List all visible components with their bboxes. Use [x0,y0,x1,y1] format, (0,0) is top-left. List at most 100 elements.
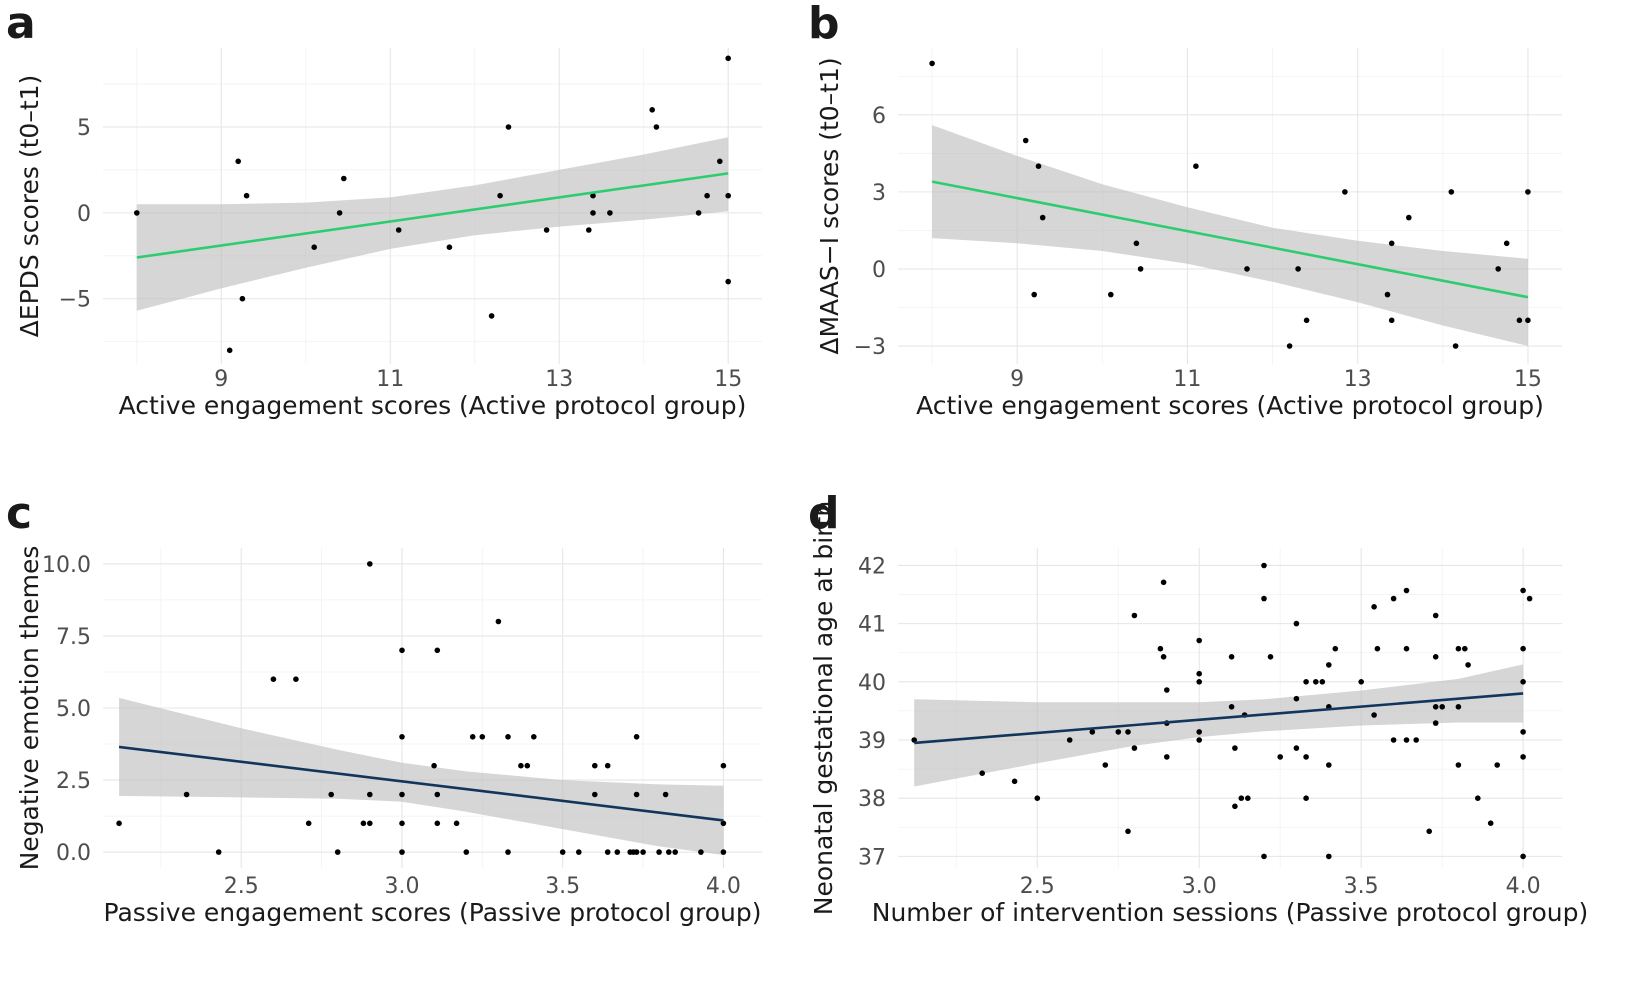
panel-b-data-point [1406,214,1412,221]
panel-c-data-point [434,820,441,827]
panel-b-x-tick-label: 11 [1173,367,1201,392]
panel-a-data-point [446,244,453,250]
panel-a-y-tick-label: 5 [77,116,91,141]
panel-a-data-point [590,192,596,199]
panel-b-data-point [1295,266,1301,272]
panel-c-data-point [328,791,335,798]
panel-d-data-point [1455,645,1462,652]
panel-a: a 9 11 13 15 −5 0 5 Active engagement scores (A… [6,0,762,420]
panel-d-data-point [1293,695,1300,702]
panel-d-data-point [1432,612,1439,619]
panel-d-data-point [1245,795,1251,801]
panel-a-data-point [243,192,250,199]
panel-d-data-point [979,770,985,776]
panel-d-data-point [1371,712,1377,718]
panel-b-data-point [1137,266,1144,272]
panel-d-data-point [1261,595,1267,602]
panel-c: c 2.5 3.0 3.5 4.0 0.0 2.5 5.0 7.5 10.0 Passive en… [6,488,762,927]
panel-d-data-point [1520,853,1526,860]
panel-a-data-point [607,210,613,216]
panel-d-y-tick-label: 38 [858,787,886,812]
panel-d-data-point [1089,729,1096,735]
panel-a-data-point [341,175,347,182]
panel-c-data-point [505,849,511,855]
panel-c-data-point [434,791,441,798]
panel-a-data-point [134,210,140,216]
panel-c-y-tick-label: 10.0 [42,553,91,578]
panel-d-regression-line [914,692,1524,745]
panel-c-data-point [604,849,611,855]
panel-a-data-point [717,158,723,165]
panel-c-data-point [592,762,598,769]
panel-a-x-axis-title: Active engagement scores (Active protoco… [119,391,747,420]
panel-d-data-point [1228,704,1235,710]
panel-a-data-point [226,347,233,354]
panel-d-data-point [1238,795,1245,801]
panel-c-data-point [399,820,405,827]
panel-d-y-axis-title: Neonatal gestational age at birth [809,501,838,915]
panel-a-data-point [586,227,592,233]
panel-d-data-point [1520,645,1526,652]
panel-d-data-point [1326,762,1332,768]
panel-a-data-point [653,124,660,130]
panel-b-data-point [1525,317,1531,324]
panel-d-data-point [1115,729,1122,735]
panel-d-data-point [1125,729,1131,735]
panel-a-data-point [505,124,512,130]
panel-d-data-point [1160,654,1167,660]
panel-b-data-point [1022,137,1029,144]
panel-c-data-point [469,734,476,740]
panel-b-data-point [1525,189,1531,195]
panel-d-data-point [1455,704,1462,710]
panel-b-data-point [1286,343,1293,349]
panel-d-data-point [1526,595,1533,602]
panel-d-data-point [1228,654,1235,660]
panel-c-data-point [495,618,502,625]
panel-d-data-point [1157,645,1164,652]
panel-c-data-point [720,762,727,769]
panel-c-data-point [463,849,470,855]
panel-d-data-point [1403,645,1410,652]
panel-d-data-point [1390,737,1397,743]
panel-d-data-point [1102,762,1109,768]
panel-d-data-point [1196,637,1202,644]
panel-c-data-point [367,561,373,567]
panel-c-y-tick-label: 0.0 [56,841,91,866]
panel-d-data-point [1371,604,1377,610]
panel-a-data-point [488,313,495,319]
panel-d-data-point [1196,729,1202,735]
panel-c-data-point [367,791,373,798]
panel-d-data-point [1374,645,1381,652]
panel-d-data-point [1358,679,1364,685]
panel-d-data-point [1261,853,1267,860]
panel-d-data-point [1520,729,1526,735]
panel-c-data-point [633,734,640,740]
panel-c-y-tick-label: 7.5 [56,625,91,650]
panel-a-data-point [725,192,731,199]
panel-d-data-point [1332,645,1339,652]
panel-a-letter: a [6,0,36,49]
panel-c-data-point [720,820,727,827]
panel-d-data-point [1403,737,1410,743]
panel-a-data-point [395,227,402,233]
panel-d-data-point [1164,687,1170,693]
panel-a-data-point [590,210,596,216]
panel-d-data-point [1232,745,1238,751]
panel-c-data-point [633,791,640,798]
panel-d-data-point [1131,745,1138,751]
panel-b-y-tick-label: 3 [872,181,886,206]
panel-d-data-point [1011,778,1018,785]
panel-b-data-point [1388,317,1395,324]
panel-d-data-point [1475,795,1481,801]
panel-c-data-point [293,676,299,682]
panel-b-data-point [929,60,935,67]
panel-b-x-axis-title: Active engagement scores (Active protoco… [916,391,1544,420]
panel-b-y-tick-label: −3 [854,335,886,360]
panel-d-data-point [1261,562,1267,569]
panel-c-data-point [672,849,678,855]
panel-d-data-point [1160,579,1167,586]
panel-a-data-point [543,227,550,233]
panel-a-data-point [725,278,731,285]
panel-a-data-point [497,192,503,199]
